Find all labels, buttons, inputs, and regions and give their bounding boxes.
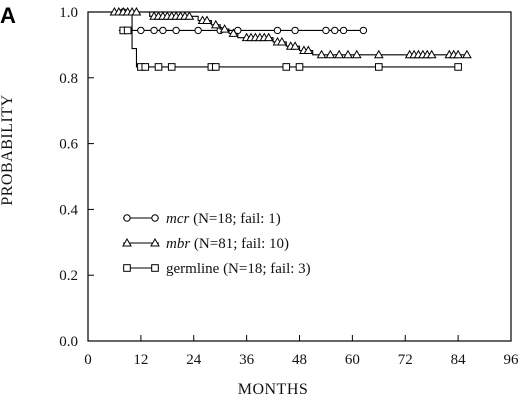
x-tick-label: 12 [133,352,148,368]
legend-marker [150,237,160,247]
censor-mark-mbr [290,41,300,50]
censor-mark-mcr [322,26,330,35]
legend-marker [123,264,131,272]
censor-mark-germline [375,63,383,71]
censor-mark-germline [454,63,462,71]
y-tick-label: 0.2 [59,268,78,284]
axis-ticks: 0 12 24 36 48 60 72 84 96 0.0 0.2 0.4 0.6 0.8 1.0 [59,5,519,368]
legend-label-italic: mcr [166,211,189,227]
censor-mark-mbr [202,15,212,25]
series-mbr [109,6,472,59]
censor-mark-mbr [453,49,463,59]
y-tick-label: 0.0 [59,334,78,350]
censor-mark-mbr [426,49,437,59]
censor-mark-mbr [343,49,353,59]
x-tick-label: 48 [292,352,307,368]
legend-item-germline: germline (N=18; fail: 3) [123,261,311,277]
legend-item-mbr: mbr (N=81; fail: 10) [122,236,289,252]
panel-label: A [0,3,16,28]
x-axis-title: MONTHS [238,381,309,398]
censor-mark-mbr [184,11,195,20]
censor-mark-germline [123,26,132,35]
censor-mark-mcr [137,26,145,35]
legend-label-italic: mbr [166,236,190,252]
censor-mark-germline [167,63,176,71]
legend-label-rest: (N=18; fail: 1) [189,211,280,227]
censor-mark-mbr [303,45,314,54]
y-tick-label: 1.0 [59,5,78,21]
censor-mark-germline [141,63,150,71]
censor-mark-mcr [194,26,202,35]
x-tick-label: 24 [186,352,202,368]
series-germline [118,26,462,71]
censor-mark-mbr [351,49,362,59]
x-tick-label: 60 [345,352,360,368]
censor-mark-mcr [339,26,348,35]
legend-label: mcr (N=18; fail: 1) [166,211,281,227]
censor-mark-mbr [277,36,287,46]
censor-mark-mbr [334,49,345,59]
x-tick-label: 36 [239,352,255,368]
censor-mark-germline [211,63,220,71]
censor-mark-mbr [316,49,327,59]
y-axis-title: PROBABILITY [0,94,16,205]
censor-mark-mcr [273,26,282,35]
censor-mark-mbr [210,19,221,29]
censor-mark-mcr [359,26,368,35]
legend-marker [151,214,159,222]
legend-marker [151,264,159,272]
legend: mcr (N=18; fail: 1) mbr (N=81; fail: 10) g… [122,211,311,277]
x-tick-label: 72 [398,352,413,368]
legend-label: mbr (N=81; fail: 10) [166,236,289,252]
censor-mark-mcr [172,26,180,35]
legend-item-mcr: mcr (N=18; fail: 1) [123,211,281,227]
censor-mark-mbr [462,49,472,59]
censor-mark-mbr [131,6,142,16]
censor-mark-mbr [263,32,274,42]
series-layer [109,6,472,71]
y-tick-label: 0.6 [59,137,78,153]
legend-label: germline (N=18; fail: 3) [166,261,311,277]
censor-mark-germline [154,63,163,71]
legend-marker [122,237,132,247]
y-tick-label: 0.4 [59,202,78,218]
censor-mark-germline [282,63,291,71]
plot-frame [87,11,512,342]
censor-mark-germline [295,63,304,71]
x-tick-label: 84 [451,352,467,368]
censor-mark-mcr [159,26,167,35]
censor-mark-mbr [325,49,336,59]
censor-mark-mcr [291,26,299,35]
x-tick-label: 96 [504,352,520,368]
censor-mark-mbr [373,49,384,59]
x-tick-label: 0 [84,352,92,368]
y-tick-label: 0.8 [59,71,78,87]
legend-marker [123,214,131,222]
legend-label-rest: germline (N=18; fail: 3) [166,261,311,277]
censor-mark-mbr [219,24,230,33]
legend-label-rest: (N=81; fail: 10) [190,236,289,252]
censor-mark-mbr [228,28,239,37]
censor-mark-mcr [331,26,339,35]
censor-mark-mcr [150,26,158,35]
